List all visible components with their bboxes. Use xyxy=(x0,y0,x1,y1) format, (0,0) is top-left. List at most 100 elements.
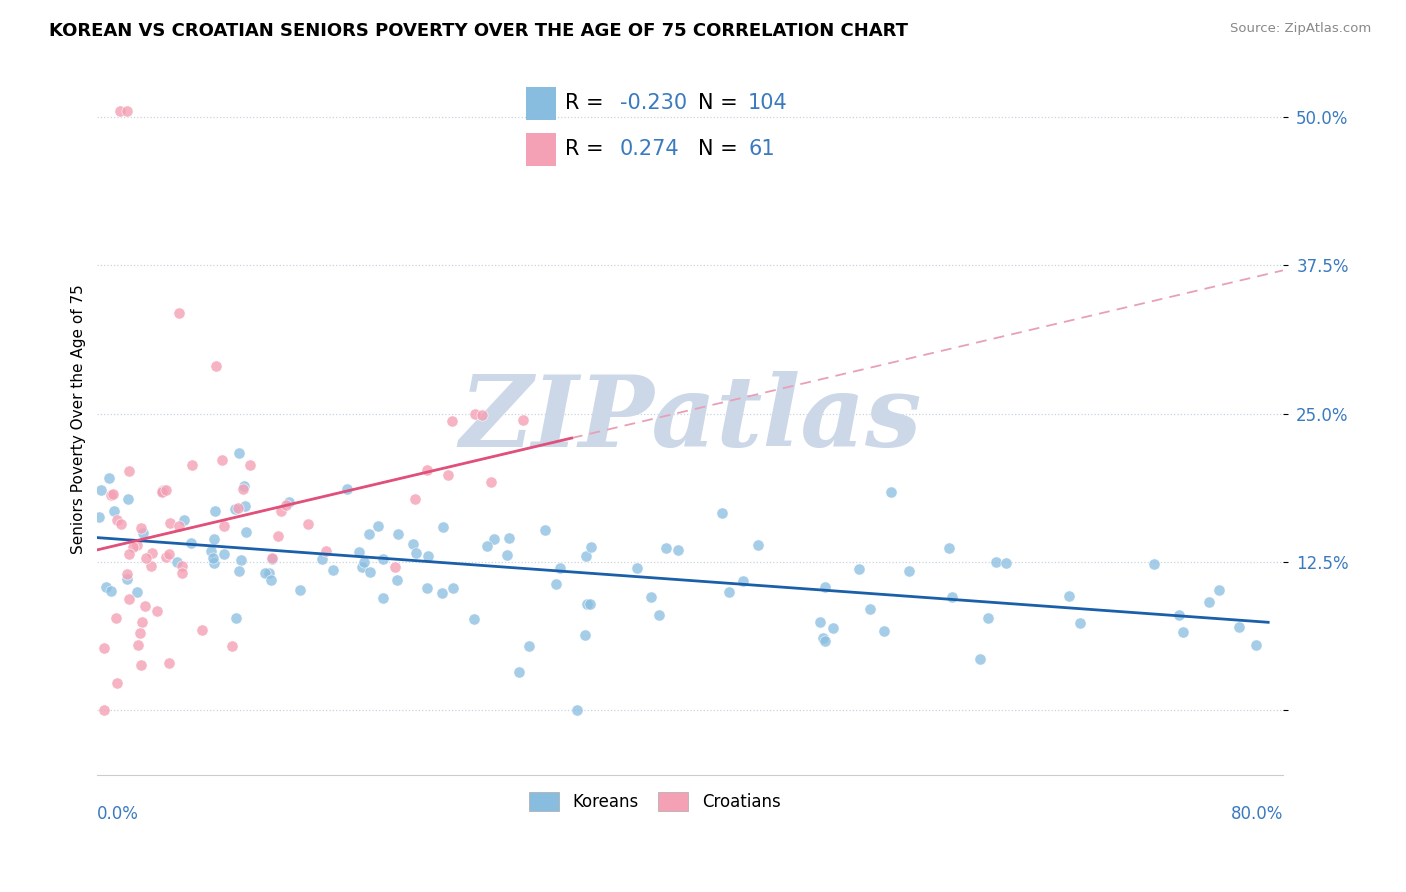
Point xyxy=(228,564,250,578)
Point xyxy=(565,703,588,717)
Point xyxy=(387,527,409,541)
Point xyxy=(648,607,671,622)
Text: 0.0%: 0.0% xyxy=(97,805,139,823)
Point xyxy=(534,523,557,537)
Point xyxy=(117,566,139,581)
Point xyxy=(260,551,283,566)
Point xyxy=(257,566,280,580)
Point xyxy=(404,491,426,506)
Point xyxy=(731,574,754,589)
Text: ZIPatlas: ZIPatlas xyxy=(458,371,921,467)
Point xyxy=(167,519,190,533)
Point xyxy=(416,462,439,476)
Point xyxy=(239,458,262,472)
Point xyxy=(93,641,115,656)
Point xyxy=(897,564,920,578)
Point xyxy=(104,611,127,625)
Point xyxy=(117,492,139,507)
Point xyxy=(385,573,408,587)
Point xyxy=(498,531,520,545)
Point xyxy=(1208,582,1230,597)
Point xyxy=(129,521,152,535)
Point xyxy=(463,612,485,626)
Point xyxy=(984,555,1007,569)
Point xyxy=(202,551,225,566)
Point xyxy=(359,565,381,579)
Point xyxy=(297,516,319,531)
Y-axis label: Seniors Poverty Over the Age of 75: Seniors Poverty Over the Age of 75 xyxy=(72,285,86,554)
Point xyxy=(655,541,678,556)
Point xyxy=(150,484,173,499)
Point xyxy=(373,591,395,606)
Point xyxy=(311,552,333,566)
Point xyxy=(173,513,195,527)
Point xyxy=(108,104,131,119)
Point xyxy=(172,558,194,573)
Point xyxy=(441,581,464,595)
Point xyxy=(100,583,122,598)
Point xyxy=(127,585,149,599)
Point xyxy=(347,544,370,558)
Point xyxy=(359,527,381,541)
Point xyxy=(232,479,254,493)
Point xyxy=(811,632,834,646)
Point xyxy=(579,597,602,611)
Point xyxy=(262,551,284,566)
Point xyxy=(288,582,311,597)
Point xyxy=(995,556,1018,570)
Point xyxy=(880,484,903,499)
Text: KOREAN VS CROATIAN SENIORS POVERTY OVER THE AGE OF 75 CORRELATION CHART: KOREAN VS CROATIAN SENIORS POVERTY OVER … xyxy=(49,22,908,40)
Point xyxy=(977,611,1000,625)
Point xyxy=(479,475,502,490)
Point xyxy=(710,506,733,520)
Point xyxy=(229,553,252,567)
Point xyxy=(823,621,845,635)
Point xyxy=(87,509,110,524)
Text: Source: ZipAtlas.com: Source: ZipAtlas.com xyxy=(1230,22,1371,36)
Point xyxy=(129,626,152,640)
Point xyxy=(115,104,138,119)
Point xyxy=(127,638,149,652)
Point xyxy=(232,482,254,496)
Point xyxy=(668,543,690,558)
Point xyxy=(322,562,344,576)
Point xyxy=(93,703,115,717)
Point xyxy=(747,538,769,552)
Point xyxy=(205,359,228,374)
Point xyxy=(574,628,596,642)
Point xyxy=(180,535,202,549)
Point xyxy=(127,538,149,552)
Point xyxy=(471,408,494,422)
Point xyxy=(110,516,132,531)
Point xyxy=(401,537,423,551)
Point xyxy=(129,657,152,672)
Point xyxy=(224,502,246,516)
Point xyxy=(430,586,453,600)
Point xyxy=(204,533,226,547)
Point xyxy=(336,482,359,496)
Point xyxy=(212,547,235,561)
Point xyxy=(367,518,389,533)
Point xyxy=(814,580,837,594)
Point xyxy=(315,544,337,558)
Point xyxy=(212,519,235,533)
Point xyxy=(145,604,167,618)
Point xyxy=(167,306,190,320)
Point xyxy=(352,560,374,574)
Point xyxy=(1143,557,1166,571)
Point xyxy=(626,561,648,575)
Point xyxy=(1173,624,1195,639)
Point xyxy=(190,623,212,637)
Point xyxy=(464,407,486,421)
Point xyxy=(96,580,118,594)
Point xyxy=(415,582,437,596)
Point xyxy=(808,615,831,629)
Point xyxy=(270,504,292,518)
Point xyxy=(475,540,498,554)
Point xyxy=(159,516,181,531)
Point xyxy=(517,639,540,653)
Point xyxy=(98,471,121,485)
Point xyxy=(152,483,174,498)
Point xyxy=(118,547,141,561)
Point xyxy=(259,574,281,588)
